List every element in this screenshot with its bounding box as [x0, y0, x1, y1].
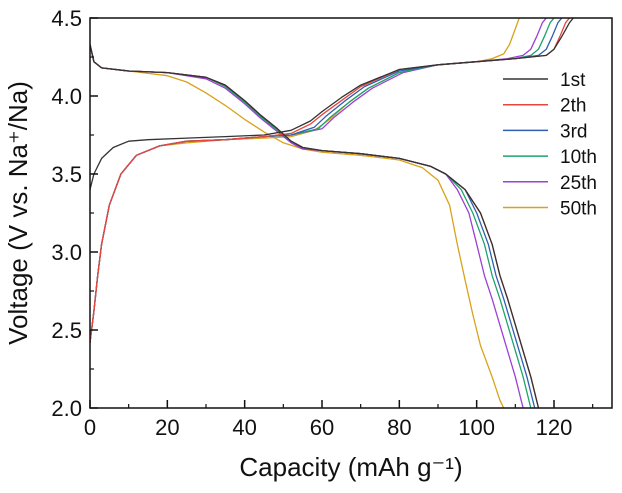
y-axis-title: Voltage (V vs. Na⁺/Na): [3, 81, 33, 345]
x-tick-label: 120: [536, 415, 573, 440]
x-tick-label: 40: [232, 415, 256, 440]
y-tick-label: 3.0: [51, 240, 82, 265]
legend-label: 2th: [560, 96, 586, 117]
legend-label: 3rd: [560, 121, 587, 142]
legend-label: 10th: [560, 147, 597, 168]
series-line-3rd-discharge: [90, 43, 536, 408]
series-line-25th-discharge: [90, 43, 524, 408]
y-tick-label: 2.0: [51, 396, 82, 421]
x-tick-label: 60: [310, 415, 334, 440]
x-tick-label: 80: [387, 415, 411, 440]
legend-label: 50th: [560, 199, 597, 220]
series-line-50th-discharge: [90, 43, 505, 408]
series-line-1st-discharge: [90, 43, 540, 408]
series-line-25th-charge: [90, 18, 547, 344]
y-tick-label: 4.5: [51, 6, 82, 31]
legend-label: 25th: [560, 173, 597, 194]
y-tick-label: 4.0: [51, 84, 82, 109]
series-line-2th-discharge: [90, 43, 540, 408]
series-line-1st-charge: [90, 18, 574, 191]
y-tick-label: 3.5: [51, 162, 82, 187]
series-line-50th-charge: [90, 18, 520, 344]
y-tick-label: 2.5: [51, 318, 82, 343]
x-axis-title: Capacity (mAh g⁻¹): [239, 452, 462, 482]
ticks-layer: 0 20 40 60 80 100 120 2.0 2.5 3.0 3.5 4.0 4.5: [51, 6, 594, 440]
x-tick-label: 20: [155, 415, 179, 440]
legend-label: 1st: [560, 70, 586, 91]
x-tick-label: 100: [458, 415, 495, 440]
series-line-10th-discharge: [90, 43, 532, 408]
legend: 1st 2th 3rd 10th 25th 50th: [503, 70, 597, 220]
curves-layer: [90, 18, 574, 408]
x-tick-label: 0: [84, 415, 96, 440]
series-line-10th-charge: [90, 18, 555, 344]
